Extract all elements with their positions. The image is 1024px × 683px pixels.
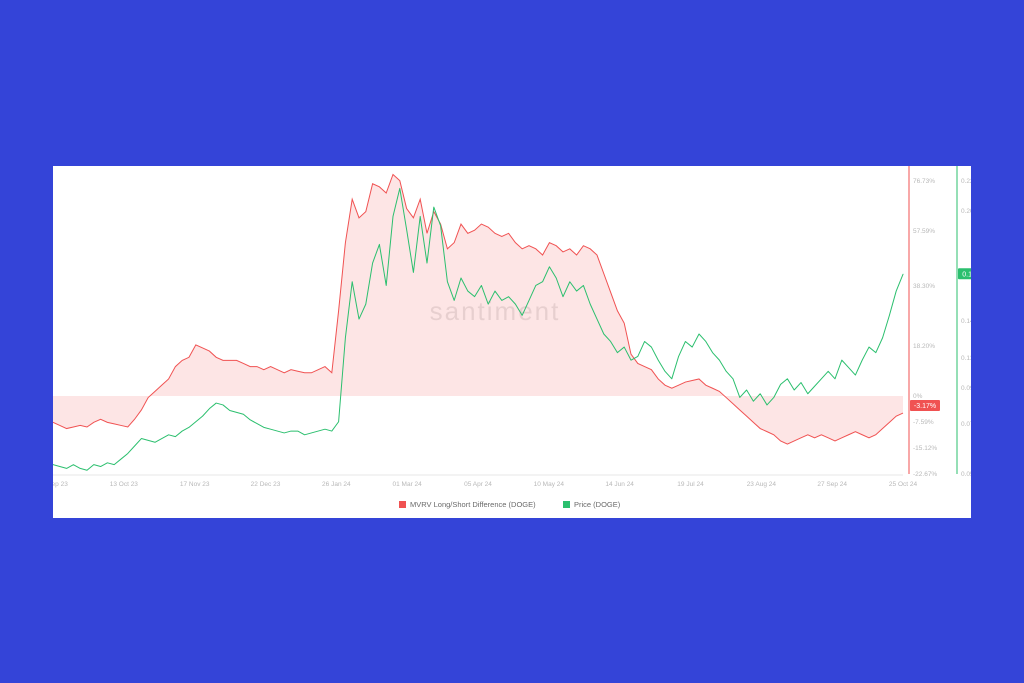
legend-label: Price (DOGE): [574, 500, 621, 509]
mvrv-axis-badge-text: -3.17%: [914, 403, 936, 410]
price-axis-tick: 0.202: [961, 208, 971, 215]
legend-swatch: [399, 501, 406, 508]
x-tick-label: 19 Jul 24: [677, 481, 704, 488]
price-axis-badge-text: 0.164: [962, 271, 971, 278]
mvrv-axis-tick: 18.20%: [913, 343, 935, 350]
x-tick-label: 05 Apr 24: [464, 481, 492, 488]
x-tick-label: 22 Dec 23: [251, 481, 281, 488]
price-axis-tick: 0.079: [961, 421, 971, 428]
legend-swatch: [563, 501, 570, 508]
mvrv-axis-tick: -22.67%: [913, 471, 937, 478]
x-tick-label: 17 Nov 23: [180, 481, 210, 488]
mvrv-axis-tick: 0%: [913, 393, 923, 400]
chart-svg: santiment08 Sep 2313 Oct 2317 Nov 2322 D…: [53, 166, 971, 518]
x-tick-label: 01 Mar 24: [393, 481, 423, 488]
mvrv-axis-tick: -7.59%: [913, 419, 934, 426]
price-axis-tick: 0.14: [961, 318, 971, 325]
price-axis-tick: 0.057: [961, 471, 971, 478]
x-tick-label: 13 Oct 23: [110, 481, 139, 488]
x-tick-label: 26 Jan 24: [322, 481, 351, 488]
x-tick-label: 25 Oct 24: [889, 481, 918, 488]
x-tick-label: 23 Aug 24: [747, 481, 777, 488]
x-tick-label: 10 May 24: [534, 481, 565, 488]
legend-label: MVRV Long/Short Difference (DOGE): [410, 500, 536, 509]
x-tick-label: 08 Sep 23: [53, 481, 68, 488]
page-background: santiment08 Sep 2313 Oct 2317 Nov 2322 D…: [0, 0, 1024, 683]
mvrv-axis-tick: 57.59%: [913, 228, 935, 235]
mvrv-axis-tick: -15.12%: [913, 445, 937, 452]
mvrv-axis-tick: 76.73%: [913, 178, 935, 185]
x-tick-label: 27 Sep 24: [817, 481, 847, 488]
x-tick-label: 14 Jun 24: [605, 481, 634, 488]
price-axis-tick: 0.119: [961, 355, 971, 362]
chart-card: santiment08 Sep 2313 Oct 2317 Nov 2322 D…: [53, 166, 971, 518]
price-axis-tick: 0.222: [961, 178, 971, 185]
price-axis-tick: 0.098: [961, 385, 971, 392]
mvrv-axis-tick: 38.30%: [913, 283, 935, 290]
